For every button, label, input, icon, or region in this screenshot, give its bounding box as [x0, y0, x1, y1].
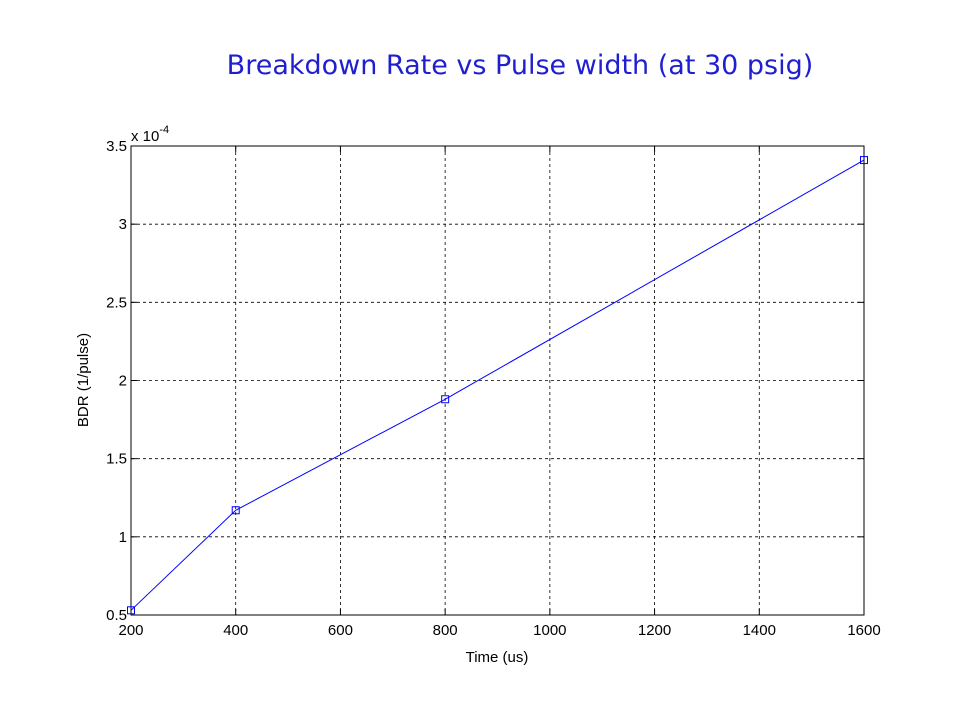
- y-tick-label: 1: [119, 529, 127, 546]
- x-tick-label: 200: [118, 622, 143, 639]
- grid-lines: [131, 146, 864, 615]
- y-tick-label: 3: [119, 216, 127, 233]
- y-multiplier-exponent: -4: [159, 124, 169, 136]
- x-tick-label: 1400: [743, 622, 776, 639]
- series-line: [130, 159, 865, 611]
- x-axis-title: Time (us): [466, 649, 529, 666]
- data-point-marker: [860, 156, 868, 165]
- y-tick-labels: 0.5 1 1.5 2 2.5 3 3.5: [106, 138, 127, 624]
- y-tick-label: 0.5: [106, 607, 127, 624]
- y-tick-label: 2: [119, 373, 127, 390]
- x-tick-label: 800: [433, 622, 458, 639]
- data-point-marker: [127, 606, 135, 615]
- x-tick-labels: 200 400 600 800 1000 1200 1400 1600: [118, 622, 880, 639]
- y-tick-label: 3.5: [106, 138, 127, 155]
- data-point-marker: [441, 395, 450, 404]
- x-tick-label: 1600: [847, 622, 880, 639]
- x-tick-label: 1200: [638, 622, 671, 639]
- y-multiplier: x 10-4: [131, 124, 169, 145]
- x-tick-label: 400: [223, 622, 248, 639]
- y-tick-label: 1.5: [106, 451, 127, 468]
- series-markers: [127, 156, 868, 615]
- y-tick-label: 2.5: [106, 294, 127, 311]
- x-tick-label: 1000: [533, 622, 566, 639]
- data-point-marker: [231, 506, 240, 515]
- y-axis-title: BDR (1/pulse): [75, 333, 92, 427]
- x-tick-label: 600: [328, 622, 353, 639]
- slide-title: Breakdown Rate vs Pulse width (at 30 psi…: [226, 50, 814, 81]
